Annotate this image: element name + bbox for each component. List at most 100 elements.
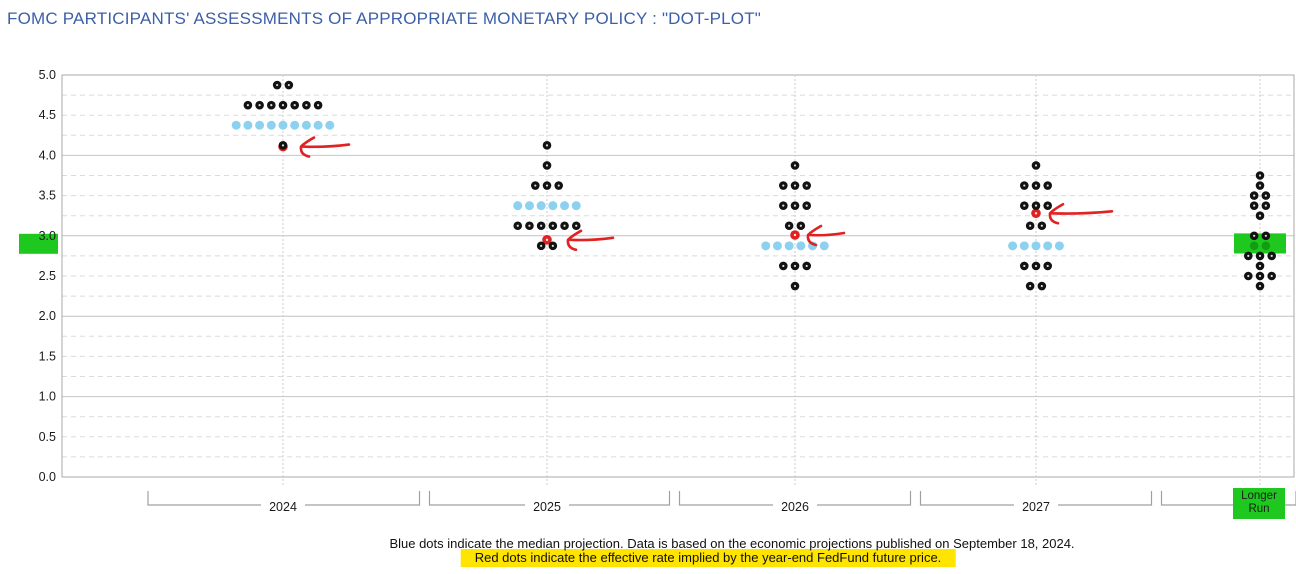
longer-run-label-highlight bbox=[1233, 488, 1285, 519]
dot-glint bbox=[540, 244, 543, 247]
dot-glint bbox=[1258, 174, 1262, 177]
dot-glint bbox=[1046, 264, 1049, 268]
fedfund-rate-dot-center bbox=[545, 238, 549, 242]
median-dot bbox=[278, 120, 288, 130]
dot-glint bbox=[551, 244, 554, 247]
dot-glint bbox=[1023, 264, 1026, 268]
dot-glint bbox=[1253, 234, 1256, 237]
dot-glint bbox=[545, 144, 549, 147]
gridlines bbox=[62, 74, 1294, 478]
dot-glint bbox=[793, 164, 797, 167]
annotation-arrow bbox=[299, 136, 351, 158]
dot-glint bbox=[1258, 284, 1262, 288]
green-band-longer-run bbox=[1234, 233, 1286, 254]
dot-glint bbox=[805, 184, 808, 187]
median-dot bbox=[325, 120, 335, 130]
dot-glint bbox=[1264, 204, 1267, 207]
projection-dot-under-band bbox=[1249, 241, 1259, 251]
dot-glint bbox=[799, 224, 802, 227]
median-dot bbox=[301, 120, 311, 130]
median-dot bbox=[560, 201, 570, 211]
median-dot bbox=[1031, 241, 1041, 251]
dot-glint bbox=[1264, 234, 1267, 237]
median-dot bbox=[761, 241, 771, 251]
median-dot bbox=[772, 241, 782, 251]
dot-glint bbox=[1258, 184, 1262, 187]
dot-glint bbox=[1253, 204, 1256, 207]
dot-glint bbox=[793, 184, 797, 187]
median-dot bbox=[536, 201, 546, 211]
y-axis-label: 4.5 bbox=[39, 108, 56, 122]
footer-note-fedfund: Red dots indicate the effective rate imp… bbox=[460, 549, 956, 567]
y-axis-label: 4.0 bbox=[39, 148, 56, 162]
dot-glint bbox=[1264, 194, 1267, 197]
dot-glint bbox=[805, 204, 808, 207]
dot-glint bbox=[317, 104, 320, 107]
dot-glint bbox=[276, 83, 279, 87]
dot-glint bbox=[782, 184, 785, 187]
dot-glint bbox=[788, 224, 791, 227]
y-axis-label: 2.0 bbox=[39, 309, 56, 323]
dot-glint bbox=[1270, 254, 1273, 257]
dot-glint bbox=[545, 184, 549, 187]
dot-glint bbox=[793, 264, 797, 268]
dot-glint bbox=[557, 184, 560, 187]
projection-dot-under-band bbox=[1261, 241, 1271, 251]
dot-glint bbox=[1253, 194, 1256, 197]
dot-glint bbox=[793, 204, 797, 207]
chart-title: FOMC PARTICIPANTS' ASSESSMENTS OF APPROP… bbox=[7, 9, 762, 28]
dot-glint bbox=[793, 284, 797, 288]
median-dot bbox=[290, 120, 300, 130]
x-axis-label: 2027 bbox=[1022, 500, 1050, 514]
dot-glint bbox=[1023, 204, 1026, 207]
dot-glint bbox=[1258, 254, 1262, 257]
dot-glint bbox=[1258, 274, 1262, 278]
footer-note-median: Blue dots indicate the median projection… bbox=[389, 536, 1075, 551]
dot-glint bbox=[551, 224, 554, 227]
dot-glint bbox=[1040, 284, 1043, 288]
dot-glint bbox=[1247, 274, 1250, 278]
dot-glint bbox=[281, 104, 285, 107]
dot-glint bbox=[534, 184, 537, 187]
dot-glint bbox=[1034, 164, 1038, 167]
median-dot bbox=[796, 241, 806, 251]
column-2027 bbox=[1008, 75, 1114, 486]
green-highlight-3-0 bbox=[19, 233, 58, 254]
dot-glint bbox=[545, 164, 549, 167]
median-dot bbox=[231, 120, 241, 130]
x-axis-label-bg bbox=[525, 498, 569, 513]
y-axis: 5.0 4.5 4.0 3.5 3.0 2.5 2.0 1.5 1.0 0.5 0.0 bbox=[19, 68, 58, 484]
median-dot bbox=[513, 201, 523, 211]
column-longer-run bbox=[1234, 75, 1286, 486]
y-axis-label: 1.5 bbox=[39, 349, 56, 363]
dot-glint bbox=[1023, 184, 1026, 187]
dot-glint bbox=[1029, 284, 1032, 288]
y-axis-label: 2.5 bbox=[39, 269, 56, 283]
dot-glint bbox=[1034, 264, 1038, 268]
annotation-arrow bbox=[566, 229, 615, 252]
dot-glint bbox=[305, 104, 308, 107]
column-2024 bbox=[231, 75, 351, 486]
dot-glint bbox=[270, 104, 273, 107]
median-dot bbox=[1008, 241, 1018, 251]
fedfund-rate-dot-center bbox=[793, 233, 797, 237]
annotation-arrow bbox=[1048, 202, 1114, 225]
y-axis-label: 5.0 bbox=[39, 68, 56, 82]
x-axis-label-bg bbox=[773, 498, 817, 513]
x-axis-label-bg bbox=[261, 498, 305, 513]
median-dot bbox=[524, 201, 534, 211]
y-axis-label: 0.0 bbox=[39, 470, 56, 484]
dot-glint bbox=[1247, 254, 1250, 257]
dot-glint bbox=[1046, 184, 1049, 187]
median-dot bbox=[266, 120, 276, 130]
dot-glint bbox=[293, 104, 296, 107]
y-axis-label: 1.0 bbox=[39, 390, 56, 404]
x-axis-label-bg bbox=[1014, 498, 1058, 513]
median-dot bbox=[571, 201, 581, 211]
y-axis-label: 3.5 bbox=[39, 189, 56, 203]
annotation-arrow bbox=[806, 224, 846, 247]
y-axis-label: 0.5 bbox=[39, 430, 56, 444]
column-2026 bbox=[761, 75, 846, 486]
median-dot bbox=[1043, 241, 1053, 251]
